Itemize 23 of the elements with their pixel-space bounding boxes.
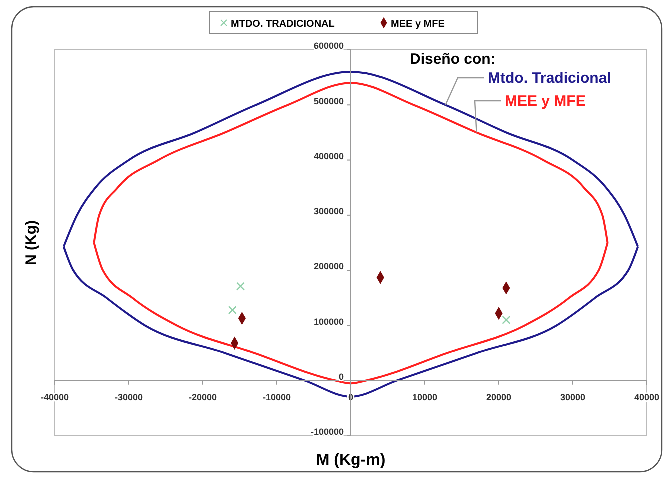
y-tick-label: 400000 bbox=[314, 151, 344, 162]
legend-label: MEE y MFE bbox=[391, 19, 446, 30]
x-tick-label: 30000 bbox=[560, 392, 586, 402]
x-tick-label: -30000 bbox=[114, 392, 144, 402]
y-tick-label: 100000 bbox=[314, 316, 344, 327]
x-tick-label: 40000 bbox=[634, 392, 660, 402]
y-tick-label: -100000 bbox=[310, 427, 344, 438]
text: MEE y MFE bbox=[505, 93, 586, 110]
x-tick-label: 10000 bbox=[412, 392, 438, 402]
y-tick-label: 0 bbox=[338, 372, 344, 382]
x-tick-label: 20000 bbox=[486, 392, 512, 402]
y-tick-label: 600000 bbox=[314, 41, 344, 52]
x-tick-label: -40000 bbox=[40, 392, 70, 402]
x-tick-label: -20000 bbox=[188, 392, 218, 402]
text: Mtdo. Tradicional bbox=[488, 70, 612, 87]
x-axis-title: M (Kg-m) bbox=[316, 452, 386, 469]
y-tick-label: 500000 bbox=[314, 96, 344, 106]
y-tick-label: 300000 bbox=[314, 206, 344, 217]
y-axis-title: N (Kg) bbox=[23, 220, 40, 266]
annotation: Diseño con: bbox=[410, 51, 496, 68]
x-tick-label: -10000 bbox=[262, 392, 292, 402]
legend-label: MTDO. TRADICIONAL bbox=[231, 19, 335, 30]
y-tick-label: 200000 bbox=[314, 262, 344, 272]
